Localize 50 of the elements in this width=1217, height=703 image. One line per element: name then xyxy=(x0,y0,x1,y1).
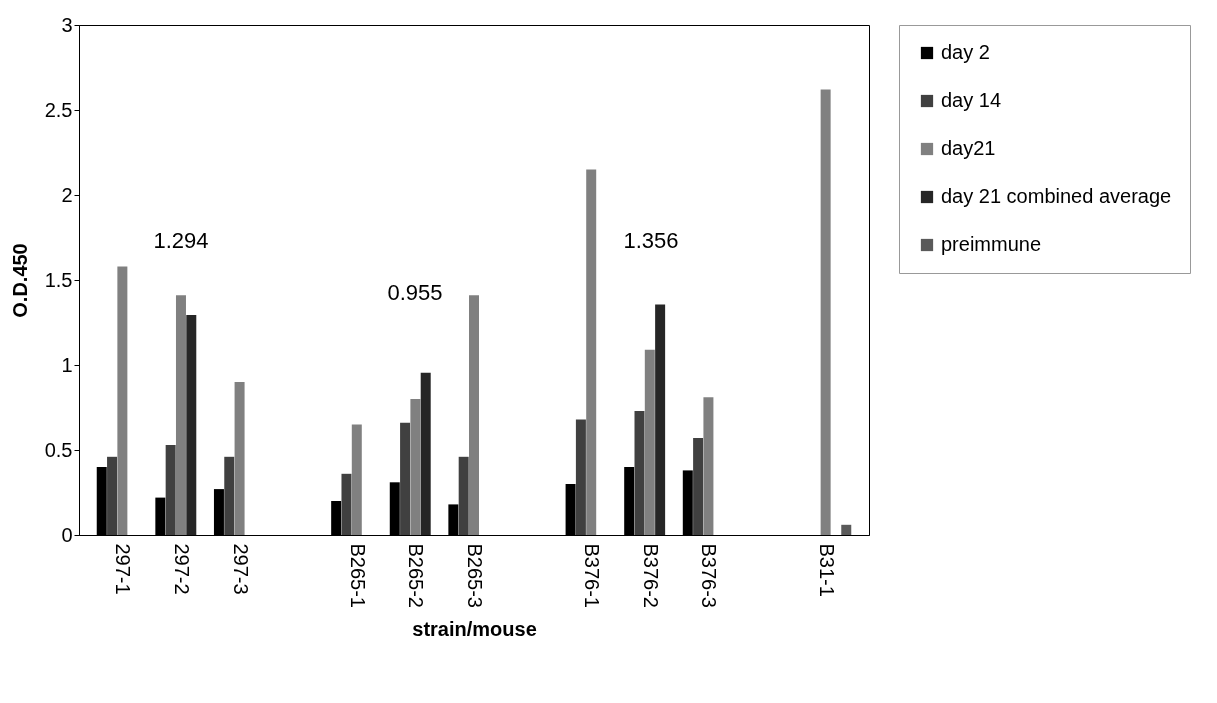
legend-label: day21 xyxy=(941,137,996,159)
bar xyxy=(410,399,421,535)
annotation: 1.294 xyxy=(153,228,209,253)
x-axis-title: strain/mouse xyxy=(412,617,537,640)
bar xyxy=(575,419,586,535)
y-axis-title: O.D.450 xyxy=(8,243,31,318)
legend-label: day 21 combined average xyxy=(941,185,1172,207)
annotation: 0.955 xyxy=(387,280,443,305)
x-tick-label: B376-2 xyxy=(639,543,662,608)
bar xyxy=(400,422,411,535)
x-tick-label: B265-2 xyxy=(405,543,428,608)
bar xyxy=(703,397,714,535)
bar xyxy=(841,524,852,535)
y-tick-label: 3 xyxy=(61,13,73,36)
y-tick-label: 0 xyxy=(61,523,73,546)
bar xyxy=(186,315,197,535)
legend-label: day 2 xyxy=(941,41,990,63)
legend-label: day 14 xyxy=(941,89,1002,111)
x-tick-label: B376-3 xyxy=(698,543,721,608)
bar xyxy=(586,169,597,535)
y-tick-label: 1 xyxy=(61,353,73,376)
x-tick-label: B265-1 xyxy=(346,543,369,608)
bar xyxy=(117,266,128,535)
y-tick-label: 1.5 xyxy=(44,268,73,291)
y-tick-label: 2 xyxy=(61,183,73,206)
bar xyxy=(420,372,431,535)
x-tick-label: B376-1 xyxy=(581,543,604,608)
x-tick-label: 297-1 xyxy=(112,543,135,595)
bar xyxy=(165,444,176,535)
bar xyxy=(820,89,831,535)
y-tick-label: 2.5 xyxy=(44,98,73,121)
x-tick-label: B265-3 xyxy=(464,543,486,608)
y-tick-label: 0.5 xyxy=(44,438,73,461)
bar xyxy=(693,438,704,535)
bar xyxy=(234,382,245,535)
bar xyxy=(351,424,362,535)
annotation: 1.356 xyxy=(623,228,679,253)
x-tick-label: 297-2 xyxy=(170,543,193,595)
bar xyxy=(458,456,469,535)
x-tick-label: B31-1 xyxy=(815,543,838,597)
bar xyxy=(469,295,479,535)
legend-label: preimmune xyxy=(941,233,1042,255)
bar xyxy=(107,456,118,535)
x-tick-label: 297-3 xyxy=(229,543,252,595)
bar xyxy=(224,456,235,535)
bar xyxy=(634,410,645,535)
bar xyxy=(175,295,186,535)
bar xyxy=(341,473,352,535)
bar xyxy=(655,304,666,535)
bar xyxy=(644,349,655,535)
